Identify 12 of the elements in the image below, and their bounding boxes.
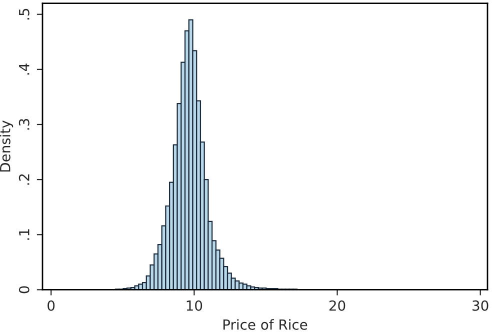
y-tick-label: .3: [18, 118, 30, 130]
y-axis-title: Density: [0, 120, 14, 172]
y-tick-label: .4: [19, 64, 30, 75]
y-tick-label: .1: [19, 229, 30, 240]
x-tick-label: 0: [48, 300, 55, 311]
y-tick-label: .5: [19, 8, 30, 20]
x-tick-label: 30: [472, 300, 488, 311]
y-tick-label: .2: [18, 174, 30, 185]
x-tick-label: 20: [329, 300, 346, 311]
x-axis-title: Price of Rice: [223, 319, 308, 330]
y-tick-label: 0: [18, 286, 30, 294]
x-tick-label: 10: [186, 300, 202, 311]
